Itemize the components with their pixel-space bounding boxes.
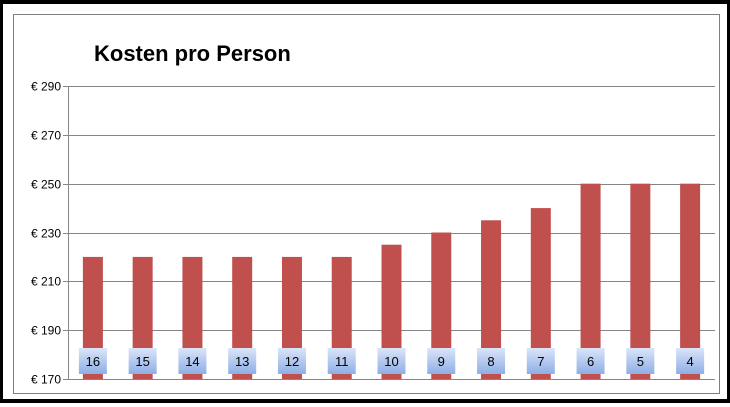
bar-5	[630, 183, 651, 379]
data-label: 8	[487, 354, 494, 369]
bar-10	[381, 244, 402, 379]
data-label-box	[576, 348, 605, 374]
data-label: 5	[637, 354, 644, 369]
data-label-box	[78, 348, 107, 374]
y-tick-label: € 210	[31, 275, 61, 289]
data-label-box	[277, 348, 306, 374]
chart-title: Kosten pro Person	[94, 41, 291, 66]
data-label-box	[676, 348, 705, 374]
data-label-box	[477, 348, 506, 374]
data-label-box	[526, 348, 555, 374]
data-label: 13	[235, 354, 249, 369]
y-axis-tick-labels: € 170 € 190 € 210 € 230 € 250 € 270 € 290	[31, 80, 61, 387]
bar-chart: Kosten pro Person € 170€ 190€ 210€ 230€ …	[31, 41, 715, 387]
data-label: 4	[686, 354, 693, 369]
data-labels: 16 15 14 13 12 11 10 9 8 7 6 5 4	[78, 348, 705, 374]
chart-area	[13, 14, 720, 394]
y-tick-label: € 170	[31, 373, 61, 387]
y-tick-label: € 290	[31, 80, 61, 94]
y-tick-label: € 250	[31, 178, 61, 192]
data-label-box	[128, 348, 157, 374]
data-label-box	[178, 348, 207, 374]
y-tick-label: € 270	[31, 129, 61, 143]
data-label: 6	[587, 354, 594, 369]
data-label: 12	[285, 354, 299, 369]
data-label: 14	[185, 354, 199, 369]
data-label: 11	[335, 354, 349, 369]
bar-6	[580, 183, 601, 379]
y-tick-label: € 230	[31, 227, 61, 241]
data-label: 15	[135, 354, 149, 369]
bar-4	[680, 183, 701, 379]
y-tick-label: € 190	[31, 324, 61, 338]
data-label-box	[377, 348, 406, 374]
bar-9	[431, 232, 452, 379]
bar-7	[530, 208, 551, 379]
data-label: 16	[86, 354, 100, 369]
data-label: 7	[537, 354, 544, 369]
data-label-box	[327, 348, 356, 374]
data-label-box	[228, 348, 257, 374]
gridlines	[63, 86, 715, 380]
data-label-box	[626, 348, 655, 374]
data-label-box	[427, 348, 456, 374]
data-label: 10	[384, 354, 398, 369]
data-label: 9	[438, 354, 445, 369]
bar-8	[481, 220, 502, 379]
